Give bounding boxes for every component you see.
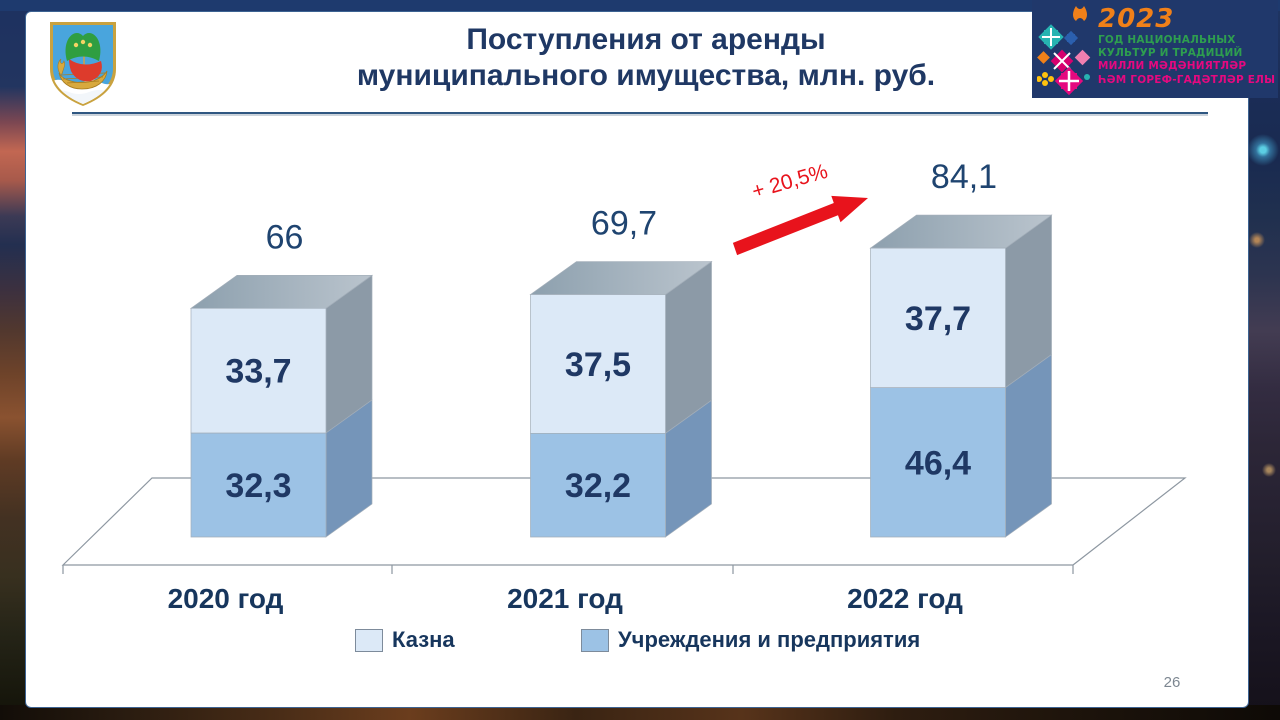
folk-ornament-icon: [1037, 6, 1091, 95]
slide-title-line2: муниципального имущества, млн. руб.: [356, 59, 936, 92]
year-logo-line4: ҺӘМ ГОРЕФ-ГАДӘТЛӘР ЕЛЫ: [1098, 73, 1276, 86]
background-photo-bottom-strip: [0, 705, 1280, 720]
year-logo-line1: ГОД НАЦИОНАЛЬНЫХ: [1098, 34, 1236, 46]
title-underline: [72, 112, 1208, 114]
year-2023-logo: 2023 ГОД НАЦИОНАЛЬНЫХ КУЛЬТУР И ТРАДИЦИЙ…: [1032, 0, 1278, 98]
legend-label-uchrezhdeniya: Учреждения и предприятия: [618, 627, 921, 652]
background-photo-left-strip: [0, 0, 26, 720]
legend-item-uchrezhdeniya: Учреждения и предприятия: [581, 627, 920, 653]
legend-swatch-uchrezhdeniya: [581, 628, 609, 652]
year-logo-text: 2023 ГОД НАЦИОНАЛЬНЫХ КУЛЬТУР И ТРАДИЦИЙ…: [1098, 4, 1275, 87]
legend-item-kazna: Казна: [355, 627, 455, 653]
slide-card: [25, 11, 1249, 708]
page-number: 26: [1163, 674, 1181, 691]
legend-label-kazna: Казна: [392, 627, 455, 652]
legend-swatch-kazna: [355, 628, 383, 652]
background-photo-right-strip: [1247, 0, 1280, 720]
year-logo-line2: КУЛЬТУР И ТРАДИЦИЙ: [1098, 47, 1243, 60]
year-logo-year: 2023: [1098, 4, 1175, 34]
coat-of-arms-icon: [50, 22, 116, 106]
slide-title: Поступления от аренды муниципального иму…: [86, 22, 1206, 94]
top-navy-bar: [0, 0, 1280, 11]
year-logo-line3: МИЛЛИ МӘДӘНИЯТЛӘР: [1098, 60, 1247, 73]
slide-title-line1: Поступления от аренды: [466, 23, 826, 56]
